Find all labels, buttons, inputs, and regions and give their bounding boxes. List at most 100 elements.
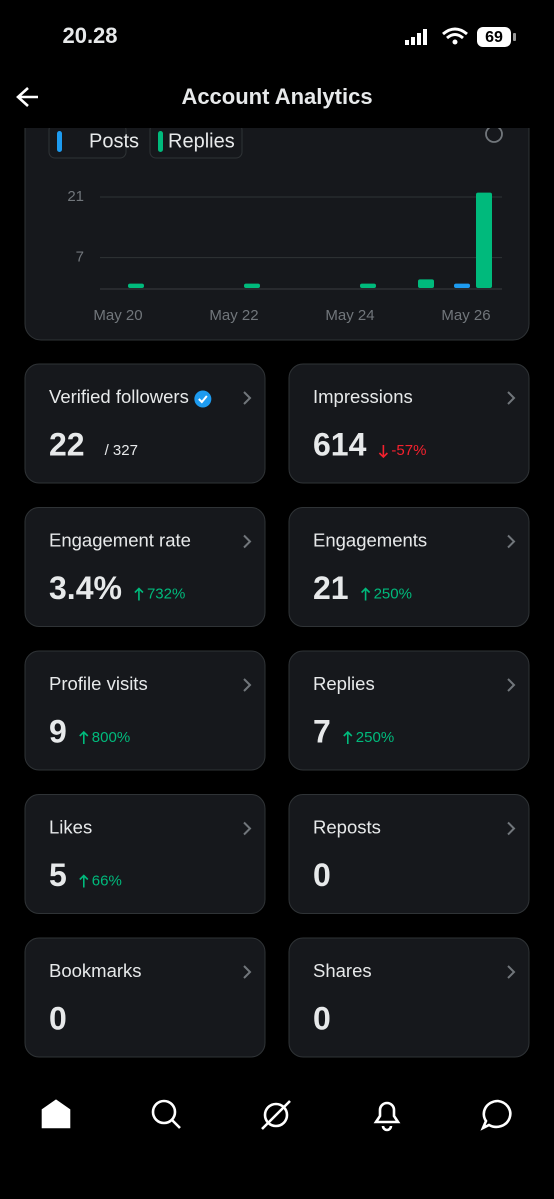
metric-card[interactable]: Impressions 614 -57%	[288, 363, 530, 484]
metric-label: Likes	[49, 816, 92, 837]
chevron	[243, 391, 252, 405]
metric-card[interactable]: Shares 0	[288, 937, 530, 1058]
metric-card[interactable]: Profile visits 9 800%	[24, 650, 266, 771]
metric-total: / 327	[105, 442, 138, 459]
metric-label: Engagement rate	[49, 529, 191, 550]
metric-label: Profile visits	[49, 673, 148, 694]
y-tick-label: 21	[67, 188, 84, 205]
card-bg	[24, 794, 266, 914]
metric-value: 0	[49, 1000, 67, 1036]
grok-icon[interactable]	[263, 1102, 289, 1128]
metric-value: 7	[313, 713, 331, 749]
bar	[418, 279, 434, 288]
metric-label: Reposts	[313, 816, 381, 837]
trend-arrow	[79, 730, 89, 744]
x-tick-label: May 20	[93, 307, 142, 324]
card-bg	[288, 507, 530, 627]
metric-change: -57%	[391, 442, 426, 459]
metric-label: Engagements	[313, 529, 427, 550]
x-tick-label: May 24	[325, 307, 374, 324]
trend-arrow	[361, 587, 371, 601]
metric-card[interactable]: Bookmarks 0	[24, 937, 266, 1058]
messages-icon[interactable]	[480, 1099, 512, 1131]
legend-swatch	[158, 131, 163, 152]
metric-value: 0	[313, 857, 331, 893]
legend-label: Posts	[89, 130, 139, 152]
x-tick-label: May 26	[441, 307, 490, 324]
bar	[454, 283, 470, 288]
search-icon[interactable]	[151, 1099, 177, 1125]
metric-change: 66%	[92, 872, 122, 889]
x-tick-label: May 22	[209, 307, 258, 324]
chevron	[243, 678, 252, 692]
signal	[405, 29, 427, 45]
metric-card[interactable]: Likes 5 66%	[24, 794, 266, 914]
bar	[244, 283, 260, 288]
card-bg	[288, 650, 530, 771]
metric-value: 22	[49, 426, 85, 462]
chevron	[507, 678, 516, 692]
card-bg	[24, 363, 266, 484]
bar	[476, 192, 492, 288]
metric-value: 5	[49, 857, 67, 893]
verified-badge	[194, 390, 212, 408]
battery	[477, 27, 511, 47]
card-bg	[24, 507, 266, 627]
time: 20.28	[62, 23, 117, 48]
chevron	[507, 391, 516, 405]
bottom-nav	[41, 1099, 512, 1132]
metric-card[interactable]: Engagement rate 3.4% 732%	[24, 507, 266, 627]
metric-value: 614	[313, 426, 367, 462]
trend-arrow	[79, 874, 89, 888]
metric-value: 3.4%	[49, 570, 122, 606]
home-icon[interactable]	[41, 1099, 71, 1129]
chevron	[243, 965, 252, 979]
trend-arrow	[134, 587, 144, 601]
verified-check	[198, 395, 208, 404]
metric-value: 0	[313, 1000, 331, 1036]
grok-icon[interactable]	[261, 1100, 291, 1130]
metric-card[interactable]: Replies 7 250%	[288, 650, 530, 771]
card-bg	[24, 937, 266, 1058]
metric-label: Replies	[313, 673, 375, 694]
trend-arrow	[378, 445, 388, 459]
page-title: Account Analytics	[181, 84, 372, 109]
metric-label: Bookmarks	[49, 960, 142, 981]
metric-value: 9	[49, 713, 67, 749]
card-bg	[24, 650, 266, 771]
battery-tip	[513, 33, 516, 41]
metric-change: 800%	[92, 729, 130, 746]
bar	[360, 283, 376, 288]
header-bg	[0, 0, 554, 128]
metric-change: 732%	[147, 585, 185, 602]
metric-change: 250%	[374, 585, 412, 602]
metric-card[interactable]: Reposts 0	[288, 794, 530, 914]
battery-level: 69	[485, 29, 503, 46]
metric-label: Impressions	[313, 386, 413, 407]
metric-label: Shares	[313, 960, 372, 981]
chart-card: Posts Replies 7 21 May 20 May 22 May 24 May 26	[24, 95, 530, 341]
search-icon[interactable]	[171, 1119, 181, 1129]
wifi	[442, 27, 468, 40]
notifications-icon[interactable]	[373, 1101, 401, 1132]
chevron	[507, 821, 516, 836]
metric-value: 21	[313, 570, 349, 606]
bar	[128, 283, 144, 288]
metric-card[interactable]: Verified followers 22 / 327	[24, 363, 266, 484]
chevron	[507, 534, 516, 549]
legend-label: Replies	[168, 130, 235, 152]
card-bg	[288, 363, 530, 484]
chevron	[243, 534, 252, 549]
metric-card[interactable]: Engagements 21 250%	[288, 507, 530, 627]
wifi	[452, 39, 458, 45]
metric-change: 250%	[356, 729, 394, 746]
card-bg	[288, 937, 530, 1058]
chevron	[243, 821, 252, 836]
metric-label: Verified followers	[49, 386, 189, 407]
y-tick-label: 7	[76, 249, 84, 266]
chevron	[507, 965, 516, 979]
back-button[interactable]	[16, 87, 38, 107]
legend-swatch	[57, 131, 62, 152]
